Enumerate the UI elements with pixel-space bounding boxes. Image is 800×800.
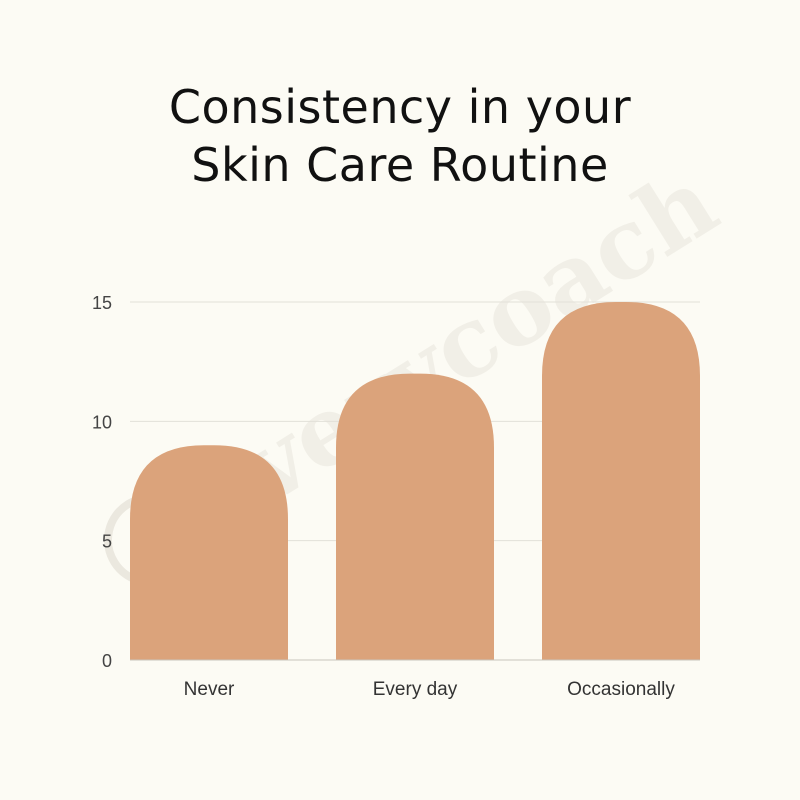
chart-title-line-1: Consistency in your: [168, 80, 632, 134]
y-tick-label: 5: [102, 532, 112, 552]
y-tick-label: 15: [92, 293, 112, 313]
x-tick-label: Every day: [373, 679, 458, 700]
y-tick-label: 0: [102, 651, 112, 671]
bar-every-day: [336, 373, 494, 660]
bars: [130, 302, 700, 660]
bar-occasionally: [542, 302, 700, 660]
bar-never: [130, 445, 288, 660]
y-tick-label: 10: [92, 412, 112, 432]
chart-title: Consistency in your Skin Care Routine: [0, 78, 800, 194]
x-tick-label: Occasionally: [567, 679, 675, 700]
x-tick-label: Never: [184, 679, 235, 700]
axes: 0 5 10 15 Never Every day Occasionally: [92, 293, 700, 700]
chart-title-line-2: Skin Care Routine: [191, 138, 609, 192]
